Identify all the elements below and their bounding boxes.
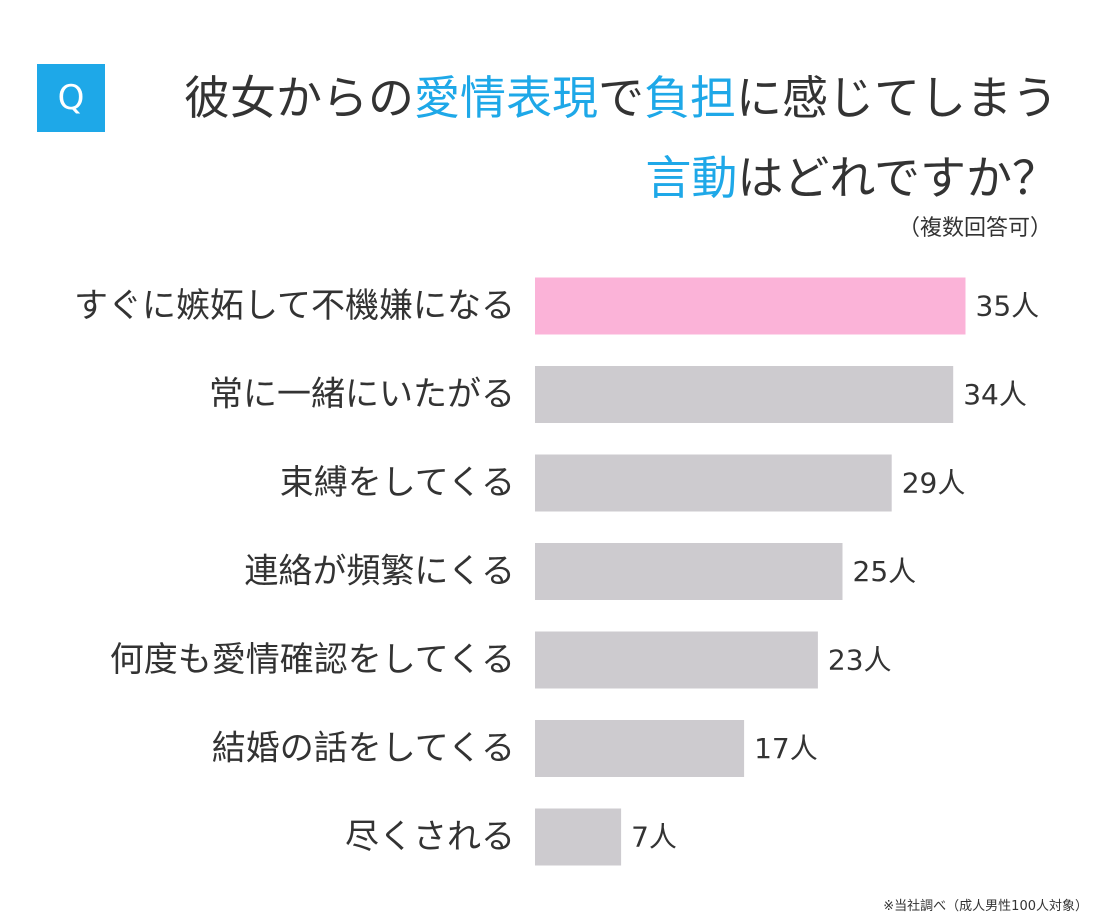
title-text: 彼女からの	[184, 71, 414, 125]
title-highlight: 言動	[645, 151, 738, 205]
bar	[535, 631, 818, 689]
question-badge: Q	[37, 64, 105, 132]
value-label: 29人	[902, 467, 966, 500]
title-highlight: 愛情表現	[414, 71, 598, 125]
value-label: 35人	[976, 290, 1040, 323]
value-label: 17人	[754, 732, 818, 765]
bar	[535, 808, 622, 866]
title-text: で	[598, 71, 644, 125]
value-label: 23人	[828, 644, 892, 677]
category-label: すぐに嫉妬して不機嫌になる	[74, 286, 515, 326]
bar	[535, 277, 966, 335]
title-line-2: 言動はどれですか？	[645, 150, 1058, 206]
title-text: はどれですか？	[737, 151, 1058, 205]
title-text: に感じてしまう	[736, 71, 1058, 125]
category-label: 結婚の話をしてくる	[212, 729, 515, 769]
bar	[535, 366, 954, 423]
category-label: 何度も愛情確認をしてくる	[110, 640, 515, 680]
category-label: 尽くされる	[345, 817, 515, 857]
title-highlight: 負担	[644, 71, 736, 125]
value-label: 25人	[853, 555, 917, 588]
multiple-answer-note: （複数回答可）	[897, 216, 1052, 241]
category-label: 常に一緒にいたがる	[209, 375, 515, 415]
source-footnote: ※当社調べ（成人男性100人対象）	[883, 899, 1088, 914]
value-label: 34人	[963, 378, 1027, 411]
category-label: 連絡が頻繁にくる	[244, 552, 515, 592]
value-label: 7人	[631, 821, 677, 854]
category-label: 束縛をしてくる	[280, 463, 515, 503]
title-line-1: 彼女からの愛情表現で負担に感じてしまう	[184, 70, 1058, 126]
bar	[535, 454, 892, 512]
bar	[535, 543, 843, 600]
bar	[535, 720, 745, 777]
